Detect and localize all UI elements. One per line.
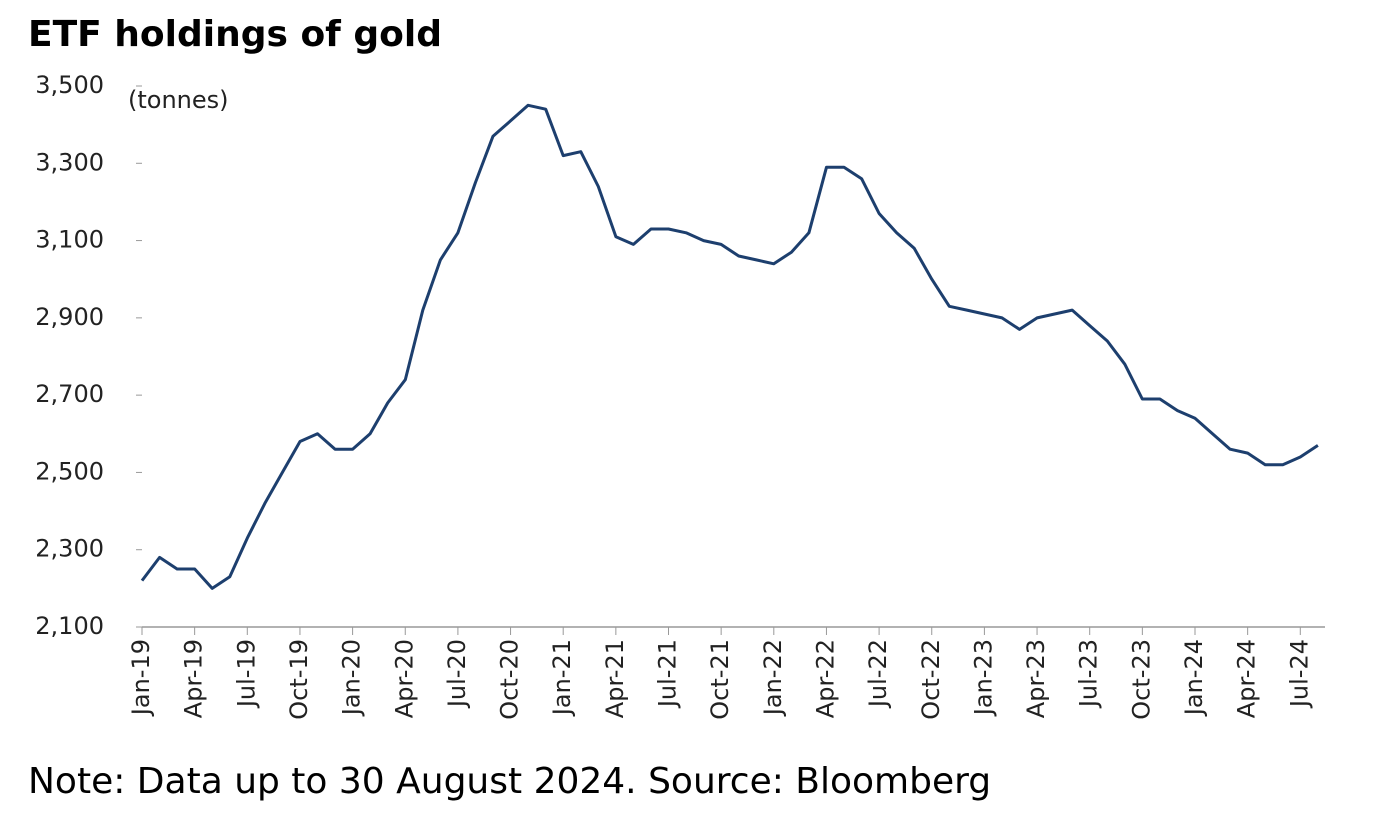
y-tick-label: 2,700 — [35, 380, 104, 408]
x-tick-label: Jan-20 — [338, 639, 366, 717]
x-tick-label: Jul-21 — [654, 639, 682, 709]
x-tick-label: Oct-19 — [285, 639, 313, 720]
y-axis-label: (tonnes) — [128, 86, 229, 114]
y-tick-label: 3,500 — [35, 71, 104, 99]
x-tick-label: Jul-24 — [1285, 639, 1313, 709]
x-tick-label: Jul-22 — [864, 639, 892, 709]
y-tick-label: 2,900 — [35, 303, 104, 331]
note: Note: Data up to 30 August 2024. Source:… — [28, 761, 991, 802]
x-tick-label: Jan-19 — [127, 639, 155, 717]
y-tick-label: 2,300 — [35, 535, 104, 563]
x-tick-label: Jan-21 — [548, 639, 576, 717]
x-tick-label: Jul-20 — [443, 639, 471, 709]
x-tick-label: Jul-19 — [232, 639, 260, 709]
x-tick-label: Oct-20 — [496, 639, 524, 720]
x-tick-label: Oct-21 — [706, 639, 734, 720]
x-tick-label: Apr-19 — [180, 639, 208, 718]
x-tick-label: Oct-23 — [1127, 639, 1155, 720]
y-tick-label: 3,300 — [35, 148, 104, 176]
x-tick-label: Oct-22 — [917, 639, 945, 720]
x-tick-label: Jan-24 — [1180, 639, 1208, 717]
line — [140, 103, 1319, 590]
x-tick-label: Apr-20 — [390, 639, 418, 718]
y-tick-label: 2,100 — [35, 612, 104, 640]
y-tick-label: 3,100 — [35, 226, 104, 254]
x-tick-label: Jan-23 — [969, 639, 997, 717]
chart-title: ETF holdings of gold — [28, 14, 442, 55]
x-tick-label: Apr-23 — [1022, 639, 1050, 718]
y-tick-label: 2,500 — [35, 457, 104, 485]
x-tick-label: Apr-24 — [1233, 639, 1261, 718]
x-tick-label: Apr-22 — [811, 639, 839, 718]
x-tick-label: Jul-23 — [1075, 639, 1103, 709]
x-tick-label: Jan-22 — [759, 639, 787, 717]
x-tick-label: Apr-21 — [601, 639, 629, 718]
